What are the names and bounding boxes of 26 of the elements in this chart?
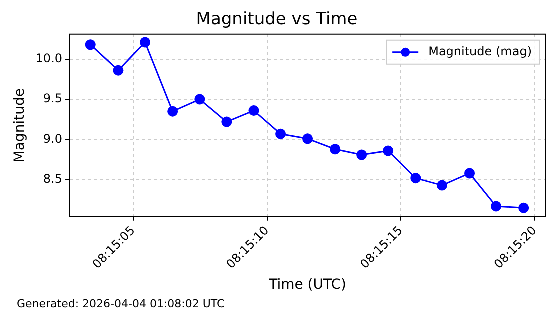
text: Generated: 2026-04-04 01:08:02 UTC [17,297,226,310]
point [410,173,422,184]
point [491,201,502,212]
point [248,106,260,116]
point [276,128,286,140]
chart-title: Magnitude vs Time [196,10,358,30]
point [194,94,206,105]
point [85,40,96,50]
y-tick-label: 9.5 [43,92,63,106]
point [113,65,124,76]
point [140,37,151,48]
point [168,106,178,117]
point [330,144,341,155]
point [518,202,530,214]
point [222,116,232,128]
point [464,168,476,179]
y-tick-label: 9.0 [43,132,63,146]
y-axis-title: Magnitude [12,88,28,163]
y-tick-label: 10.0 [36,51,63,66]
point [302,134,314,144]
point [356,150,368,160]
x-axis-title: Time (UTC) [268,277,346,294]
y-tick-label: 8.5 [43,172,63,186]
point [436,180,448,191]
legend-label: Magnitude (mag) [428,44,532,59]
point [383,146,394,156]
